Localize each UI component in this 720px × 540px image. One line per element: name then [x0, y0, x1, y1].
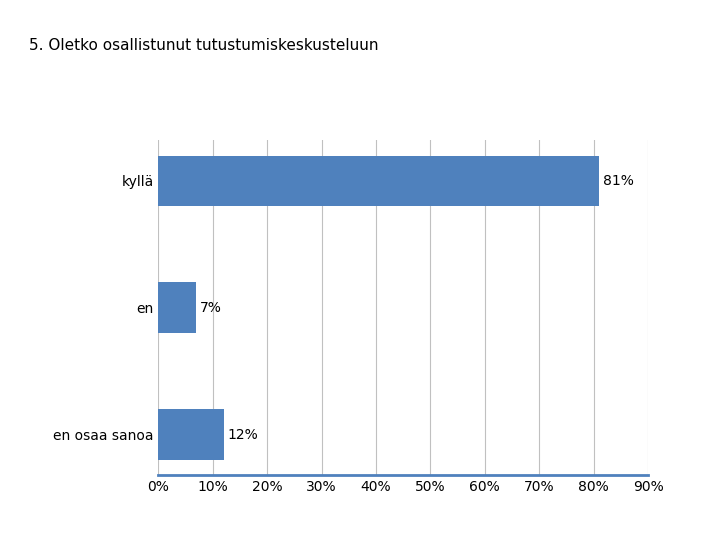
Text: 81%: 81% [603, 174, 634, 188]
Bar [158, 156, 599, 206]
Text: 5. Oletko osallistunut tutustumiskeskusteluun: 5. Oletko osallistunut tutustumiskeskust… [29, 38, 378, 53]
Bar [158, 282, 197, 333]
Text: 12%: 12% [228, 428, 258, 442]
Text: 7%: 7% [200, 301, 222, 315]
Bar [158, 409, 224, 460]
